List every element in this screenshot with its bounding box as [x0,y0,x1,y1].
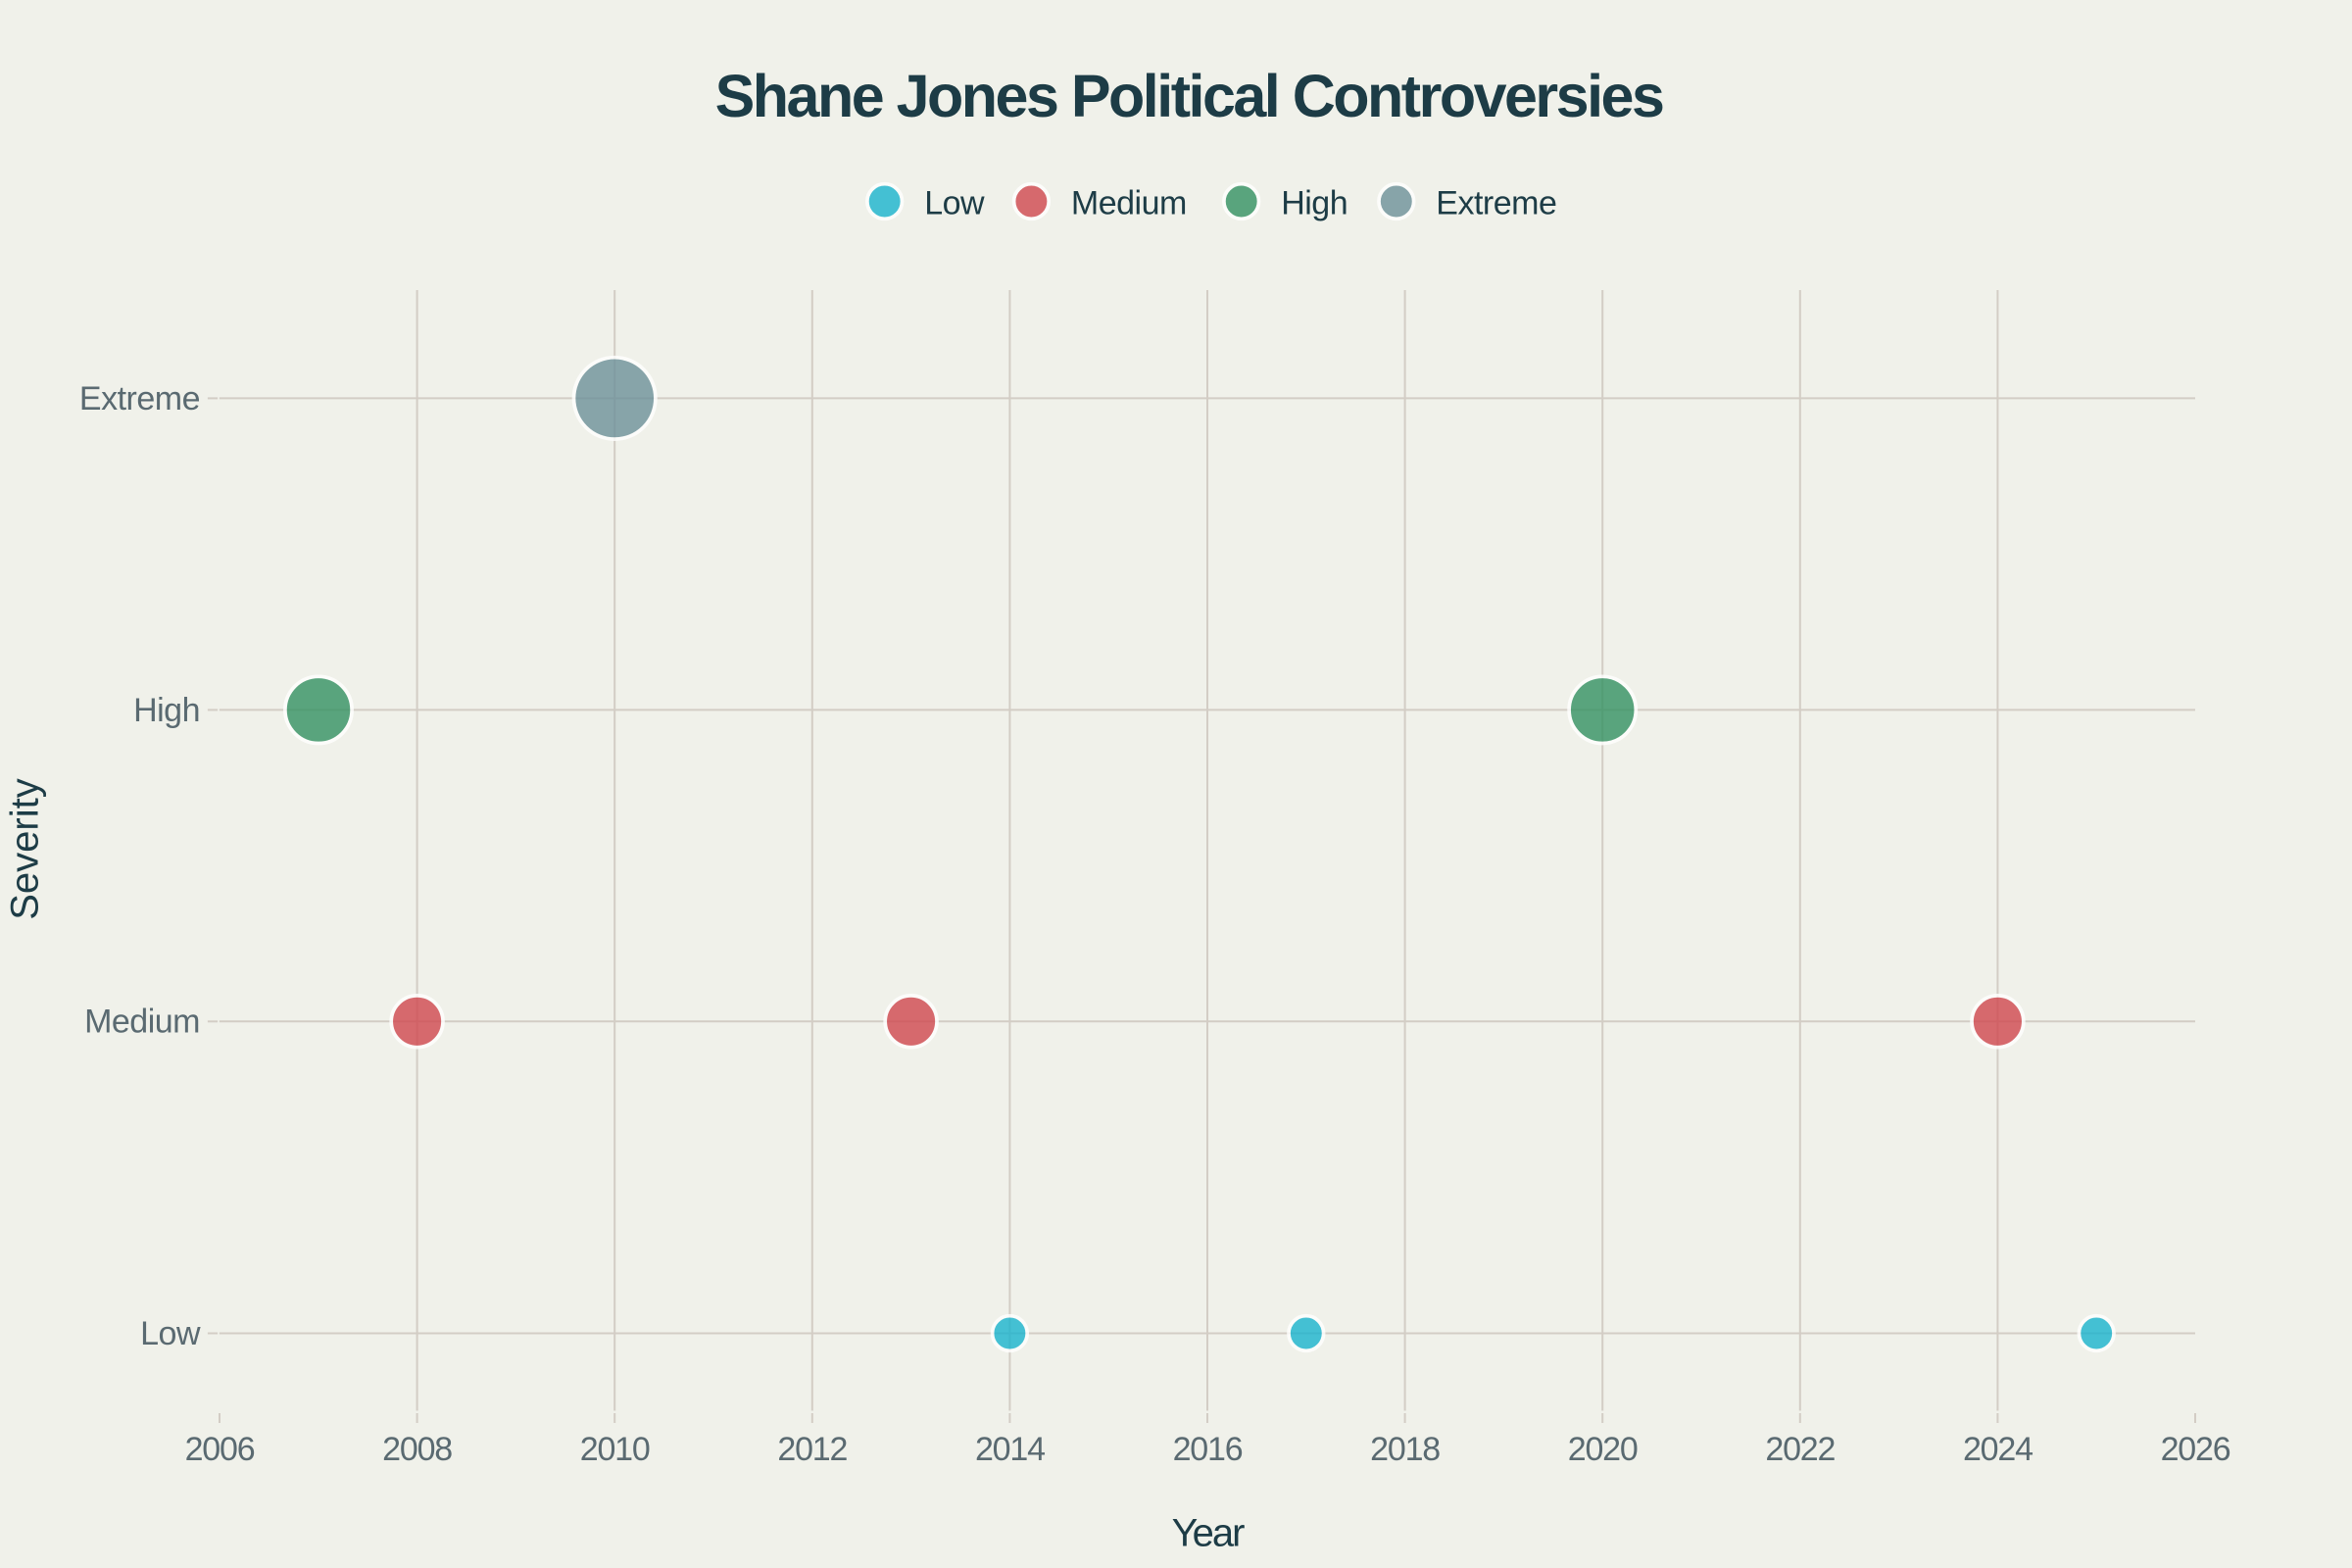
svg-text:2008: 2008 [382,1431,452,1468]
svg-text:Extreme: Extreme [1436,185,1556,222]
svg-text:Shane Jones Political Controve: Shane Jones Political Controversies [715,63,1663,129]
svg-text:2024: 2024 [1963,1431,2033,1468]
svg-text:High: High [133,692,200,729]
svg-text:Low: Low [140,1315,201,1352]
svg-text:Severity: Severity [4,778,47,920]
svg-text:Low: Low [924,185,985,222]
svg-text:2026: 2026 [2161,1431,2230,1468]
svg-text:High: High [1281,185,1348,222]
svg-text:Medium: Medium [1071,185,1187,222]
svg-text:2012: 2012 [777,1431,847,1468]
svg-text:2006: 2006 [185,1431,255,1468]
svg-text:Year: Year [1172,1511,1246,1554]
svg-text:2010: 2010 [580,1431,650,1468]
svg-text:2014: 2014 [975,1431,1045,1468]
svg-text:2022: 2022 [1765,1431,1835,1468]
svg-text:Extreme: Extreme [79,380,200,417]
svg-text:Medium: Medium [84,1004,200,1041]
svg-text:2020: 2020 [1568,1431,1638,1468]
svg-text:2016: 2016 [1173,1431,1243,1468]
svg-text:2018: 2018 [1370,1431,1440,1468]
